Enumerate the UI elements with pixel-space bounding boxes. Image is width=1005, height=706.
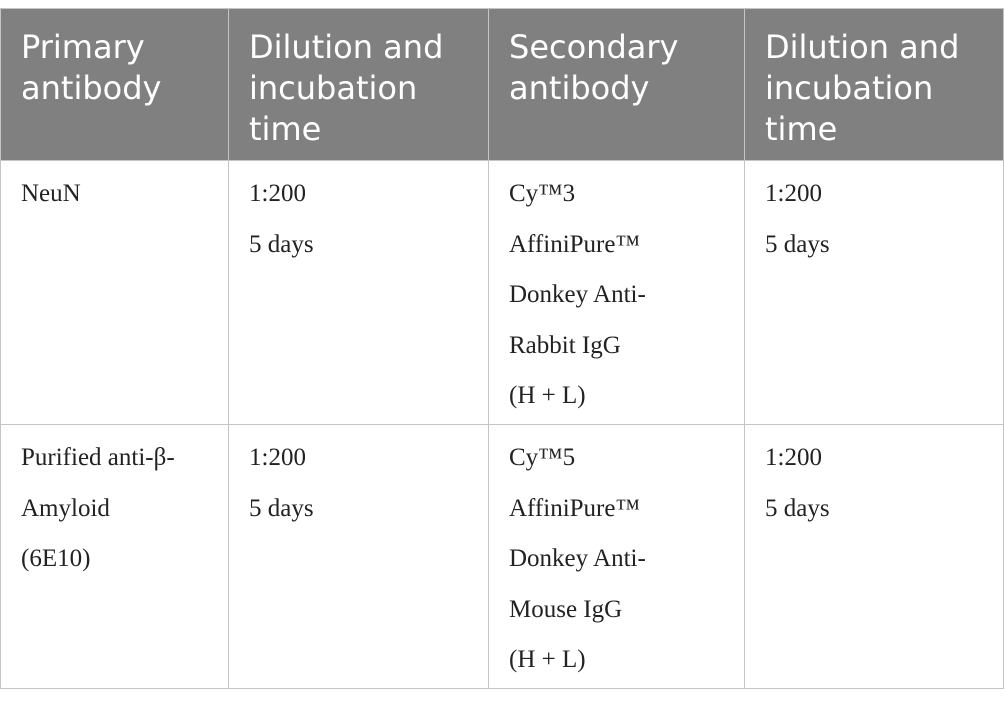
- header-row: Primary antibody Dilution and incubation tim…: [0, 8, 1004, 161]
- cell-line: Purified anti-β-: [21, 444, 175, 471]
- cell-line: antibody: [21, 69, 162, 107]
- cell-line: Donkey Anti-: [509, 545, 646, 572]
- table-cell: 1:200 5 days: [744, 424, 1004, 689]
- cell-line: NeuN: [21, 180, 81, 207]
- cell-line: 1:200: [249, 444, 306, 471]
- cell-line: Mouse IgG: [509, 595, 623, 623]
- header-cell: Primary antibody: [0, 8, 229, 161]
- cell-line: 5 days: [765, 494, 830, 522]
- cell-line: time: [765, 110, 838, 148]
- table-cell: Cy™5 AffiniPure™ Donkey Anti- Mouse IgG (H +…: [488, 424, 745, 689]
- table-row: Purified anti-β- Amyloid (6E10) 1:200 5 days…: [0, 424, 1004, 689]
- table: Primary antibody Dilution and incubation tim…: [0, 8, 1004, 689]
- table-cell: Cy™3 AffiniPure™ Donkey Anti- Rabbit IgG (H …: [488, 160, 745, 425]
- table-cell: NeuN: [0, 160, 229, 425]
- cell-line: Cy™3: [509, 180, 576, 207]
- cell-line: antibody: [509, 69, 650, 107]
- cell-line: Secondary: [509, 28, 679, 66]
- table-cell: 1:200 5 days: [228, 424, 489, 689]
- header-cell: Dilution and incubation time: [744, 8, 1004, 161]
- cell-line: AffiniPure™: [509, 494, 640, 522]
- cell-line: (H + L): [509, 382, 586, 409]
- cell-line: (H + L): [509, 646, 586, 673]
- table-row: NeuN 1:200 5 days Cy™3 AffiniPure™ Donkey Ant…: [0, 160, 1004, 425]
- cell-line: Amyloid: [21, 494, 110, 522]
- cell-line: time: [249, 110, 322, 148]
- cell-line: 5 days: [249, 494, 314, 522]
- table-cell: 1:200 5 days: [744, 160, 1004, 425]
- header-cell: Secondary antibody: [488, 8, 745, 161]
- cell-line: 1:200: [765, 180, 822, 207]
- table-body: NeuN 1:200 5 days Cy™3 AffiniPure™ Donkey Ant…: [0, 160, 1004, 689]
- cell-line: 1:200: [249, 180, 306, 207]
- header-cell: Dilution and incubation time: [228, 8, 489, 161]
- cell-line: 5 days: [249, 230, 314, 258]
- table-container: Primary antibody Dilution and incubation tim…: [0, 8, 1004, 689]
- cell-line: 1:200: [765, 444, 822, 471]
- cell-line: (6E10): [21, 545, 91, 572]
- cell-line: Dilution and: [765, 28, 960, 66]
- cell-line: Primary: [21, 28, 145, 66]
- cell-line: Dilution and: [249, 28, 444, 66]
- cell-line: incubation: [765, 69, 934, 107]
- cell-line: Donkey Anti-: [509, 281, 646, 308]
- cell-line: Rabbit IgG: [509, 331, 621, 359]
- cell-line: incubation: [249, 69, 418, 107]
- table-cell: Purified anti-β- Amyloid (6E10): [0, 424, 229, 689]
- cell-line: Cy™5: [509, 444, 576, 471]
- cell-line: AffiniPure™: [509, 230, 640, 258]
- table-cell: 1:200 5 days: [228, 160, 489, 425]
- cell-line: 5 days: [765, 230, 830, 258]
